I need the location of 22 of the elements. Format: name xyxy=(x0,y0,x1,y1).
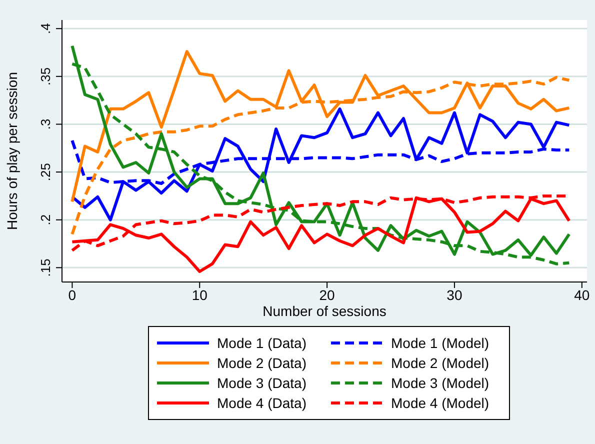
legend-label: Mode 3 (Model) xyxy=(391,375,490,391)
legend-label: Mode 1 (Data) xyxy=(217,335,306,351)
y-tick-label: .15 xyxy=(38,258,53,277)
legend-label: Mode 3 (Data) xyxy=(217,375,306,391)
y-tick-label: .35 xyxy=(38,67,53,86)
legend-label: Mode 1 (Model) xyxy=(391,335,490,351)
x-tick-label: 40 xyxy=(574,286,590,303)
x-axis-title: Number of sessions xyxy=(262,303,386,319)
y-tick-label: .25 xyxy=(38,162,53,182)
y-tick-label: .4 xyxy=(38,23,53,34)
line-series xyxy=(70,196,571,273)
y-tick-label: .2 xyxy=(38,214,53,226)
x-tick-label: 0 xyxy=(68,286,76,303)
y-tick-label: .3 xyxy=(38,118,53,130)
legend-label: Mode 2 (Data) xyxy=(217,355,306,371)
legend-label: Mode 2 (Model) xyxy=(391,355,490,371)
x-tick-label: 20 xyxy=(319,286,336,303)
y-axis-title: Hours of play per session xyxy=(4,72,20,230)
legend-label: Mode 4 (Model) xyxy=(391,395,490,411)
x-tick-label: 10 xyxy=(192,286,208,303)
x-tick-label: 30 xyxy=(446,286,462,303)
legend-label: Mode 4 (Data) xyxy=(217,395,306,411)
